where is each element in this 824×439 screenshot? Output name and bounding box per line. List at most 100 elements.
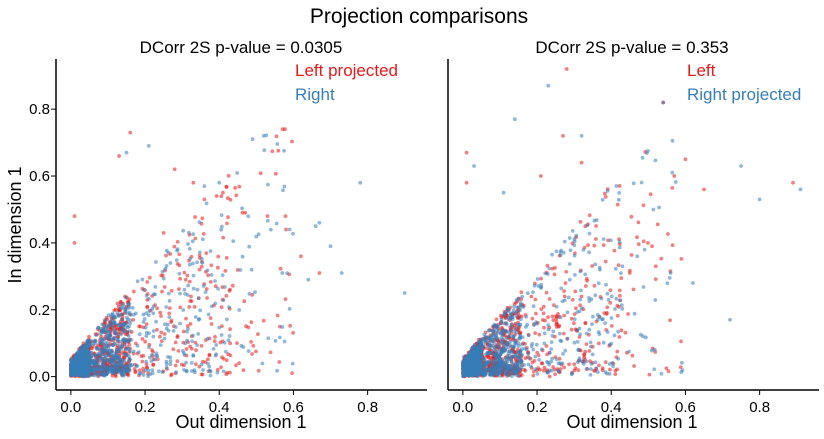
- data-point-red: [250, 352, 255, 356]
- data-point-blue: [617, 245, 622, 250]
- data-point-blue: [72, 360, 77, 365]
- data-point-blue: [226, 338, 231, 343]
- data-point-blue: [115, 334, 119, 339]
- data-point-blue: [641, 334, 645, 339]
- data-point-blue: [116, 313, 121, 317]
- data-point-red: [171, 347, 176, 352]
- data-point-red: [629, 253, 634, 257]
- data-point-blue: [187, 246, 192, 251]
- data-point-blue: [490, 333, 494, 338]
- data-point-red: [191, 180, 196, 185]
- data-point-red: [228, 341, 233, 346]
- data-point-blue: [610, 361, 615, 365]
- data-point-blue: [503, 372, 508, 377]
- data-point-red: [250, 293, 255, 297]
- data-point-blue: [605, 291, 610, 296]
- data-point-red: [207, 352, 212, 357]
- data-point-blue: [461, 370, 466, 375]
- data-point-red: [188, 322, 193, 326]
- data-point-blue: [175, 247, 180, 252]
- data-point-blue: [89, 354, 94, 359]
- data-point-red: [175, 262, 180, 266]
- data-point-blue: [513, 352, 518, 357]
- data-point-red: [547, 297, 552, 301]
- figure-title: Projection comparisons: [310, 5, 528, 28]
- data-point-red: [187, 279, 192, 284]
- data-point-blue: [141, 320, 146, 324]
- data-point-blue: [123, 329, 127, 334]
- data-point-blue: [601, 237, 606, 242]
- data-point-red: [219, 305, 224, 310]
- data-point-blue: [131, 349, 136, 354]
- data-point-blue: [290, 361, 295, 366]
- data-point-blue: [227, 334, 232, 338]
- data-point-red: [200, 216, 205, 221]
- data-point-blue: [565, 310, 570, 315]
- data-point-red: [202, 197, 207, 202]
- data-point-red: [683, 157, 688, 162]
- data-point-red: [608, 288, 613, 293]
- data-point-red: [586, 243, 590, 248]
- data-point-blue: [465, 368, 470, 372]
- data-point-blue: [256, 232, 261, 237]
- data-point-blue: [573, 273, 577, 277]
- data-point-blue: [208, 249, 213, 254]
- data-point-blue: [142, 287, 146, 292]
- data-point-blue: [220, 273, 225, 277]
- data-point-red: [132, 367, 137, 371]
- data-point-red: [219, 194, 224, 199]
- data-point-red: [223, 269, 228, 273]
- right-scatter-points: [461, 67, 803, 379]
- data-point-blue: [519, 365, 524, 370]
- data-point-red: [594, 224, 598, 228]
- data-point-blue: [583, 272, 588, 277]
- data-point-blue: [328, 244, 333, 249]
- data-point-red: [280, 127, 285, 132]
- data-point-red: [139, 354, 144, 358]
- data-point-blue: [589, 344, 593, 349]
- data-point-red: [145, 280, 150, 284]
- data-point-blue: [531, 290, 535, 295]
- data-point-red: [270, 149, 275, 154]
- data-point-blue: [609, 238, 613, 243]
- data-point-blue: [492, 371, 497, 375]
- data-point-blue: [487, 343, 491, 348]
- data-point-red: [562, 313, 567, 318]
- data-point-blue: [195, 343, 200, 347]
- data-point-blue: [617, 240, 622, 244]
- x-tick-label: 0.8: [749, 399, 770, 416]
- data-point-blue: [154, 319, 159, 324]
- data-point-blue: [614, 296, 619, 301]
- data-point-blue: [101, 327, 106, 332]
- data-point-red: [653, 277, 658, 281]
- data-point-blue: [203, 290, 208, 294]
- data-point-blue: [566, 295, 571, 300]
- data-point-red: [464, 180, 469, 185]
- data-point-red: [226, 173, 231, 178]
- data-point-blue: [473, 359, 478, 363]
- data-point-red: [562, 294, 567, 299]
- data-point-red: [181, 329, 186, 334]
- data-point-blue: [488, 350, 493, 355]
- data-point-blue: [225, 317, 229, 322]
- data-point-blue: [184, 369, 189, 374]
- x-tick-label: 0.2: [135, 399, 156, 416]
- data-point-blue: [515, 363, 520, 368]
- data-point-blue: [84, 373, 89, 377]
- data-point-blue: [177, 271, 182, 276]
- data-point-blue: [206, 361, 210, 366]
- data-point-blue: [605, 330, 610, 334]
- data-point-blue: [479, 348, 484, 353]
- data-point-blue: [567, 262, 572, 266]
- data-point-blue: [467, 351, 472, 356]
- data-point-blue: [506, 307, 511, 312]
- data-point-red: [613, 372, 618, 376]
- data-point-blue: [112, 336, 116, 341]
- data-point-blue: [164, 362, 169, 367]
- data-point-blue: [487, 359, 492, 364]
- data-point-red: [215, 367, 220, 372]
- data-point-red: [594, 237, 598, 241]
- data-point-blue: [280, 325, 285, 329]
- data-point-blue: [500, 330, 505, 335]
- data-point-red: [572, 321, 576, 326]
